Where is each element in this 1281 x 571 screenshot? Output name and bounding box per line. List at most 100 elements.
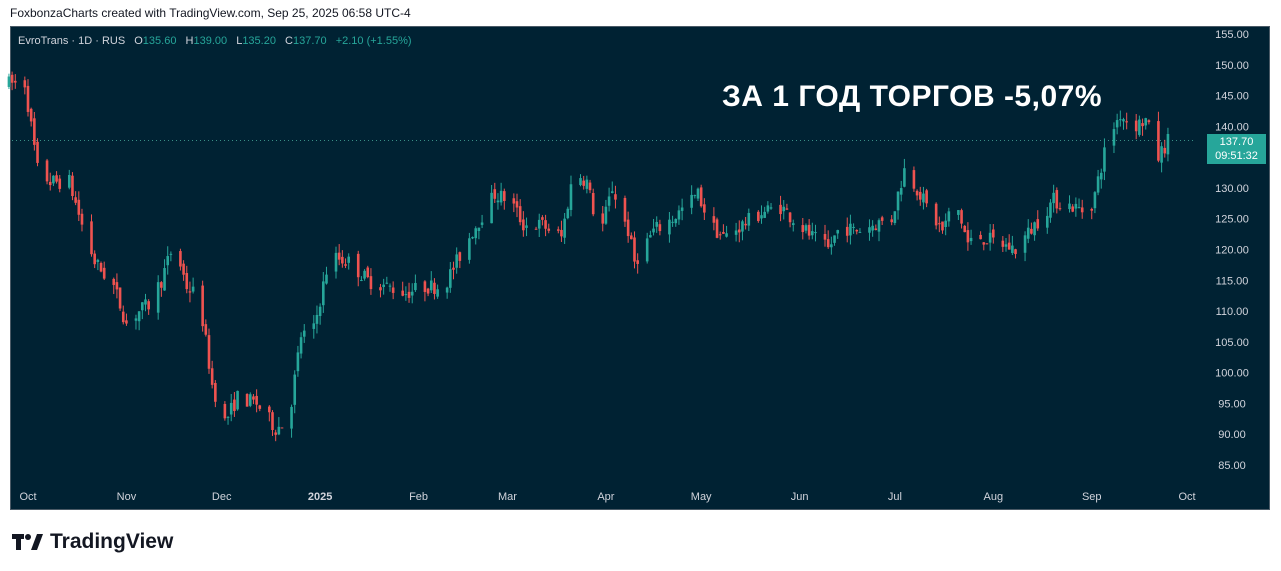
candle [658, 219, 662, 236]
candle [141, 302, 144, 320]
high-label: H [185, 35, 194, 47]
candle [166, 246, 170, 275]
candle [207, 328, 211, 374]
candle [712, 207, 716, 231]
candle [741, 219, 744, 241]
price-tick-label: 125.00 [1215, 214, 1249, 226]
candle [271, 410, 274, 436]
candle [188, 281, 192, 303]
bar-countdown: 09:51:32 [1215, 150, 1258, 162]
candle [649, 230, 652, 238]
open-value: 135.60 [142, 35, 177, 47]
candle [236, 390, 239, 411]
candle [385, 276, 389, 285]
candle [537, 213, 541, 237]
candle [302, 324, 306, 343]
candle [13, 74, 17, 89]
candle [102, 261, 106, 281]
price-tick-label: 155.00 [1215, 29, 1249, 41]
open-label: O [134, 35, 143, 47]
symbol-label[interactable]: EvroTrans · 1D · RUS [18, 35, 126, 47]
candle [788, 211, 792, 228]
candle [337, 244, 341, 266]
candle [426, 287, 430, 297]
price-axis[interactable]: 155.00150.00145.00140.00135.00130.00125.… [1215, 29, 1249, 472]
candle [766, 201, 770, 214]
time-tick-label: Jun [791, 491, 809, 503]
candle [836, 229, 840, 239]
candle [363, 269, 366, 281]
candle [947, 207, 951, 227]
brand-footer[interactable]: TradingView [12, 530, 173, 554]
candle [630, 232, 633, 240]
candle [757, 210, 760, 223]
candle [582, 175, 585, 190]
time-axis[interactable]: Oct Nov Dec 2025 Feb Mar Apr May Jun Jul Aug Sep Oct [19, 491, 1195, 503]
time-tick-label: Aug [984, 491, 1004, 503]
candle [341, 250, 344, 268]
candle [1052, 184, 1055, 213]
candle [1055, 187, 1059, 214]
candle [1096, 169, 1100, 196]
candle [734, 222, 738, 242]
candle [652, 218, 655, 236]
candle [1071, 204, 1074, 213]
chart-panel[interactable] [10, 26, 1270, 510]
candle [182, 260, 185, 281]
candle [134, 314, 138, 330]
candle [779, 195, 782, 222]
candle [1099, 168, 1103, 189]
candle [912, 166, 916, 192]
candle [1026, 219, 1030, 244]
candle [544, 214, 547, 237]
candle [982, 241, 986, 251]
candle [480, 214, 484, 229]
candle [852, 223, 855, 234]
candle [588, 179, 592, 194]
candle [33, 111, 36, 151]
candle [992, 224, 995, 244]
candle [499, 182, 503, 206]
candle [560, 220, 563, 242]
candle [1093, 191, 1097, 214]
candle [671, 215, 674, 227]
low-value: 135.20 [242, 35, 276, 47]
candle [52, 175, 55, 187]
candle [10, 71, 14, 91]
candle [893, 211, 897, 226]
last-price: 137.70 [1219, 136, 1254, 148]
candle [668, 211, 671, 243]
candle [522, 211, 525, 237]
candle [1163, 139, 1167, 158]
candle [493, 182, 497, 204]
candle [429, 271, 433, 294]
candle [1023, 231, 1027, 262]
candle [585, 175, 589, 194]
candle [369, 268, 373, 295]
candle [718, 231, 722, 240]
candle [322, 271, 325, 313]
candle [312, 315, 316, 339]
time-tick-label: Mar [498, 491, 517, 503]
candle [1157, 111, 1160, 163]
tradingview-logo-icon [12, 534, 43, 550]
candle [1001, 236, 1005, 253]
candle [807, 219, 811, 240]
candle [163, 259, 166, 291]
candle [274, 429, 277, 442]
candle [633, 231, 636, 269]
candle [474, 226, 478, 245]
candle [610, 181, 614, 194]
candle [191, 277, 195, 294]
candle [722, 224, 725, 234]
time-tick-label: Oct [19, 491, 36, 503]
candles-layer [7, 71, 1196, 442]
candle [1014, 248, 1017, 259]
candle [785, 203, 789, 210]
candle [318, 303, 322, 325]
time-tick-label: Feb [409, 491, 428, 503]
candle [1074, 197, 1078, 217]
candle [938, 216, 941, 233]
candle [458, 251, 462, 269]
